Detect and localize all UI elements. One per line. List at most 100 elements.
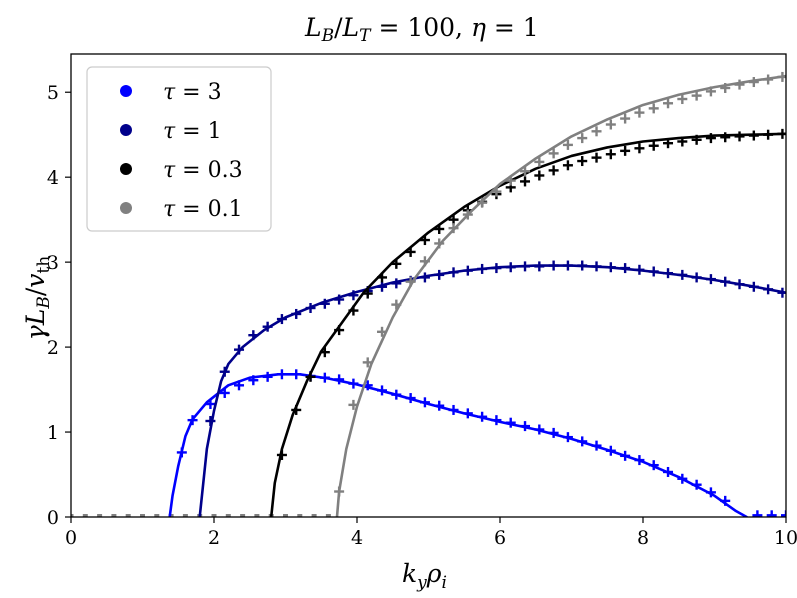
series-marker-1 xyxy=(577,260,588,271)
series-marker-3 xyxy=(434,238,445,249)
series-marker-0 xyxy=(781,510,786,517)
series-marker-1 xyxy=(219,366,230,377)
series-marker-2 xyxy=(591,152,602,163)
series-marker-2 xyxy=(691,134,702,145)
x-tick-label: 0 xyxy=(65,527,77,549)
series-marker-1 xyxy=(477,263,488,274)
series-marker-1 xyxy=(448,267,459,278)
series-marker-1 xyxy=(234,344,245,355)
series-marker-1 xyxy=(205,416,216,427)
series-marker-1 xyxy=(348,290,359,301)
series-marker-3 xyxy=(534,156,545,167)
series-marker-0 xyxy=(334,374,345,385)
series-marker-1 xyxy=(505,262,516,273)
series-marker-0 xyxy=(766,510,777,517)
series-marker-0 xyxy=(691,479,702,490)
series-marker-1 xyxy=(634,264,645,275)
series-marker-2 xyxy=(434,224,445,235)
series-marker-3 xyxy=(705,86,716,97)
series-marker-3 xyxy=(748,77,759,88)
series-marker-3 xyxy=(505,175,516,186)
series-marker-1 xyxy=(620,263,631,274)
series-marker-0 xyxy=(562,432,573,443)
series-marker-1 xyxy=(276,314,287,325)
x-axis-label: kyρi xyxy=(402,559,447,593)
plot-frame xyxy=(70,53,787,518)
series-marker-3 xyxy=(720,82,731,93)
axis-ticks: 0 2 4 6 8 10 0 1 2 3 4 5 xyxy=(47,82,797,549)
series-marker-0 xyxy=(405,393,416,404)
x-tick-label: 6 xyxy=(494,527,506,549)
series-marker-2 xyxy=(720,132,731,143)
series-marker-3 xyxy=(334,486,345,497)
series-marker-3 xyxy=(605,119,616,130)
series-marker-1 xyxy=(648,266,659,277)
plot-area xyxy=(71,71,786,517)
series-marker-1 xyxy=(705,274,716,285)
svg-text:kyρi: kyρi xyxy=(402,559,447,593)
y-tick-label: 0 xyxy=(47,507,59,529)
series-marker-0 xyxy=(448,404,459,415)
series-marker-1 xyxy=(562,260,573,271)
series-marker-2 xyxy=(419,235,430,246)
series-marker-0 xyxy=(505,417,516,428)
series-marker-0 xyxy=(491,415,502,426)
series-marker-2 xyxy=(677,136,688,147)
series-marker-0 xyxy=(548,427,559,438)
series-marker-3 xyxy=(491,186,502,197)
series-marker-1 xyxy=(319,298,330,309)
y-tick-label: 3 xyxy=(47,252,59,274)
series-marker-2 xyxy=(748,130,759,141)
series-marker-3 xyxy=(548,148,559,159)
series-marker-2 xyxy=(348,305,359,316)
series-marker-2 xyxy=(534,170,545,181)
series-marker-0 xyxy=(663,466,674,477)
series-marker-3 xyxy=(634,107,645,118)
series-marker-2 xyxy=(705,133,716,144)
series-marker-3 xyxy=(562,139,573,150)
series-marker-1 xyxy=(391,278,402,289)
series-marker-1 xyxy=(248,330,259,341)
series-marker-3 xyxy=(391,299,402,310)
series-marker-0 xyxy=(248,375,259,386)
legend-marker-2 xyxy=(120,163,132,175)
series-marker-2 xyxy=(548,165,559,176)
series-marker-2 xyxy=(362,288,373,299)
series-marker-1 xyxy=(720,276,731,287)
legend-label-2: τ = 0.3 xyxy=(163,158,243,183)
series-marker-1 xyxy=(520,261,531,272)
series-marker-3 xyxy=(348,399,359,410)
series-marker-2 xyxy=(634,143,645,154)
series-marker-2 xyxy=(648,140,659,151)
series-marker-3 xyxy=(477,197,488,208)
series-marker-0 xyxy=(419,397,430,408)
series-marker-0 xyxy=(434,400,445,411)
series-marker-0 xyxy=(477,411,488,422)
series-marker-0 xyxy=(605,445,616,456)
x-tick-label: 10 xyxy=(774,527,797,549)
series-marker-3 xyxy=(462,209,473,220)
series-marker-1 xyxy=(591,261,602,272)
series-marker-2 xyxy=(305,371,316,382)
series-marker-0 xyxy=(187,415,198,426)
series-marker-1 xyxy=(534,261,545,272)
series-marker-0 xyxy=(462,408,473,419)
series-marker-3 xyxy=(663,98,674,109)
series-marker-3 xyxy=(405,276,416,287)
series-marker-2 xyxy=(377,272,388,283)
series-line-2 xyxy=(269,132,786,517)
series-marker-0 xyxy=(752,510,763,517)
series-line-3 xyxy=(335,74,786,517)
series-marker-2 xyxy=(448,214,459,225)
series-marker-2 xyxy=(291,404,302,415)
series-marker-2 xyxy=(620,145,631,156)
series-marker-0 xyxy=(705,487,716,498)
series-marker-0 xyxy=(534,424,545,435)
series-marker-2 xyxy=(605,149,616,160)
series-marker-3 xyxy=(734,79,745,90)
series-marker-2 xyxy=(334,325,345,336)
series-marker-1 xyxy=(763,284,774,295)
series-line-0 xyxy=(168,372,748,517)
series-marker-1 xyxy=(605,262,616,273)
series-marker-0 xyxy=(677,473,688,484)
